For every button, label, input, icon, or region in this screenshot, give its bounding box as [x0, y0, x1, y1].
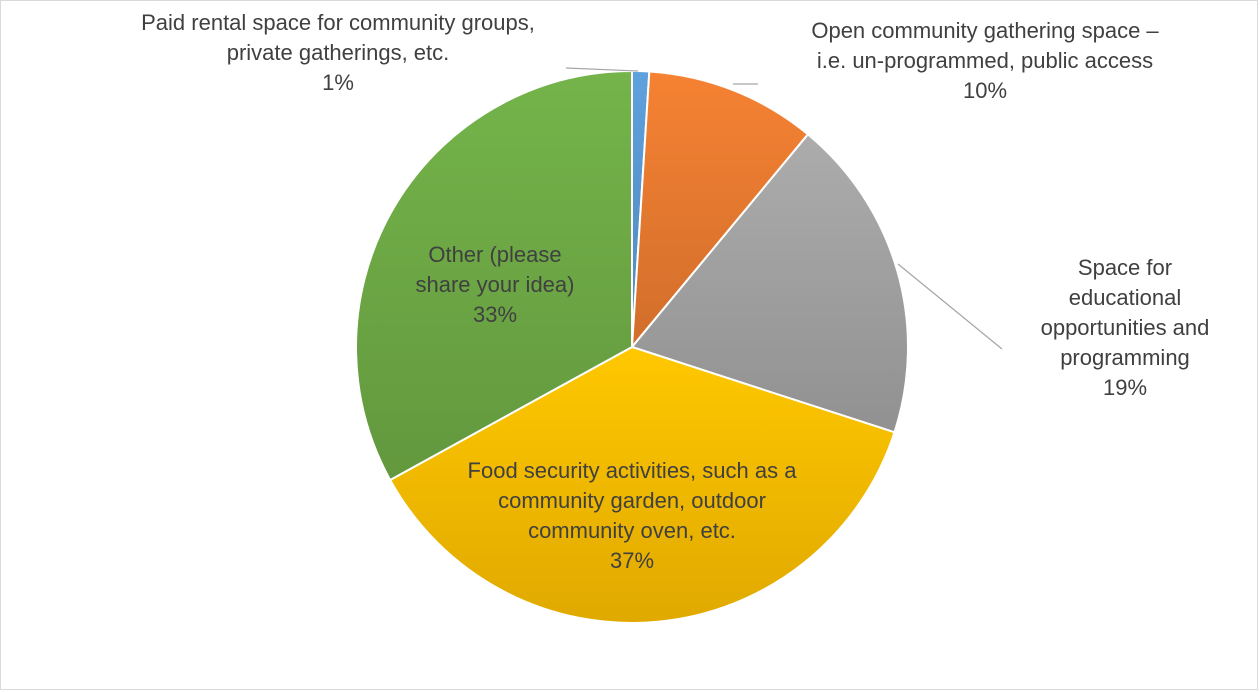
slice-label-line: community garden, outdoor — [498, 488, 766, 513]
slice-label-4: Food security activities, such as a commu… — [468, 458, 798, 573]
slice-label-line: educational — [1069, 285, 1182, 310]
slice-value-label: 33% — [473, 302, 517, 327]
slice-label-line: private gatherings, etc. — [227, 40, 450, 65]
slice-label-line: programming — [1060, 345, 1190, 370]
slice-label-2: Open community gathering space – i.e. un-… — [811, 18, 1159, 103]
slice-label-line: Open community gathering space – — [811, 18, 1159, 43]
pie-slice-4 — [388, 345, 896, 624]
pie-slice-3 — [630, 132, 909, 434]
pie-slice-5 — [355, 69, 633, 482]
leader-line-1 — [565, 67, 639, 72]
slice-label-line: Food security activities, such as a — [468, 458, 798, 483]
slice-label-line: i.e. un-programmed, public access — [817, 48, 1153, 73]
slice-label-line: opportunities and — [1041, 315, 1210, 340]
slice-label-line: Other (please — [428, 242, 561, 267]
pie-slice-2 — [630, 70, 810, 351]
slice-value-label: 19% — [1103, 375, 1147, 400]
slice-value-label: 1% — [322, 70, 354, 95]
slice-label-5: Other (please share your idea) 33% — [416, 242, 575, 327]
slice-label-line: community oven, etc. — [528, 518, 736, 543]
slice-label-line: Paid rental space for community groups, — [141, 10, 535, 35]
leader-line-3 — [897, 263, 1003, 350]
slice-label-3: Space for educational opportunities and pro… — [1041, 255, 1210, 400]
slice-value-label: 10% — [963, 78, 1007, 103]
slice-value-label: 37% — [610, 548, 654, 573]
slice-label-1: Paid rental space for community groups, p… — [141, 10, 535, 95]
slice-label-line: Space for — [1078, 255, 1172, 280]
slice-label-line: share your idea) — [416, 272, 575, 297]
